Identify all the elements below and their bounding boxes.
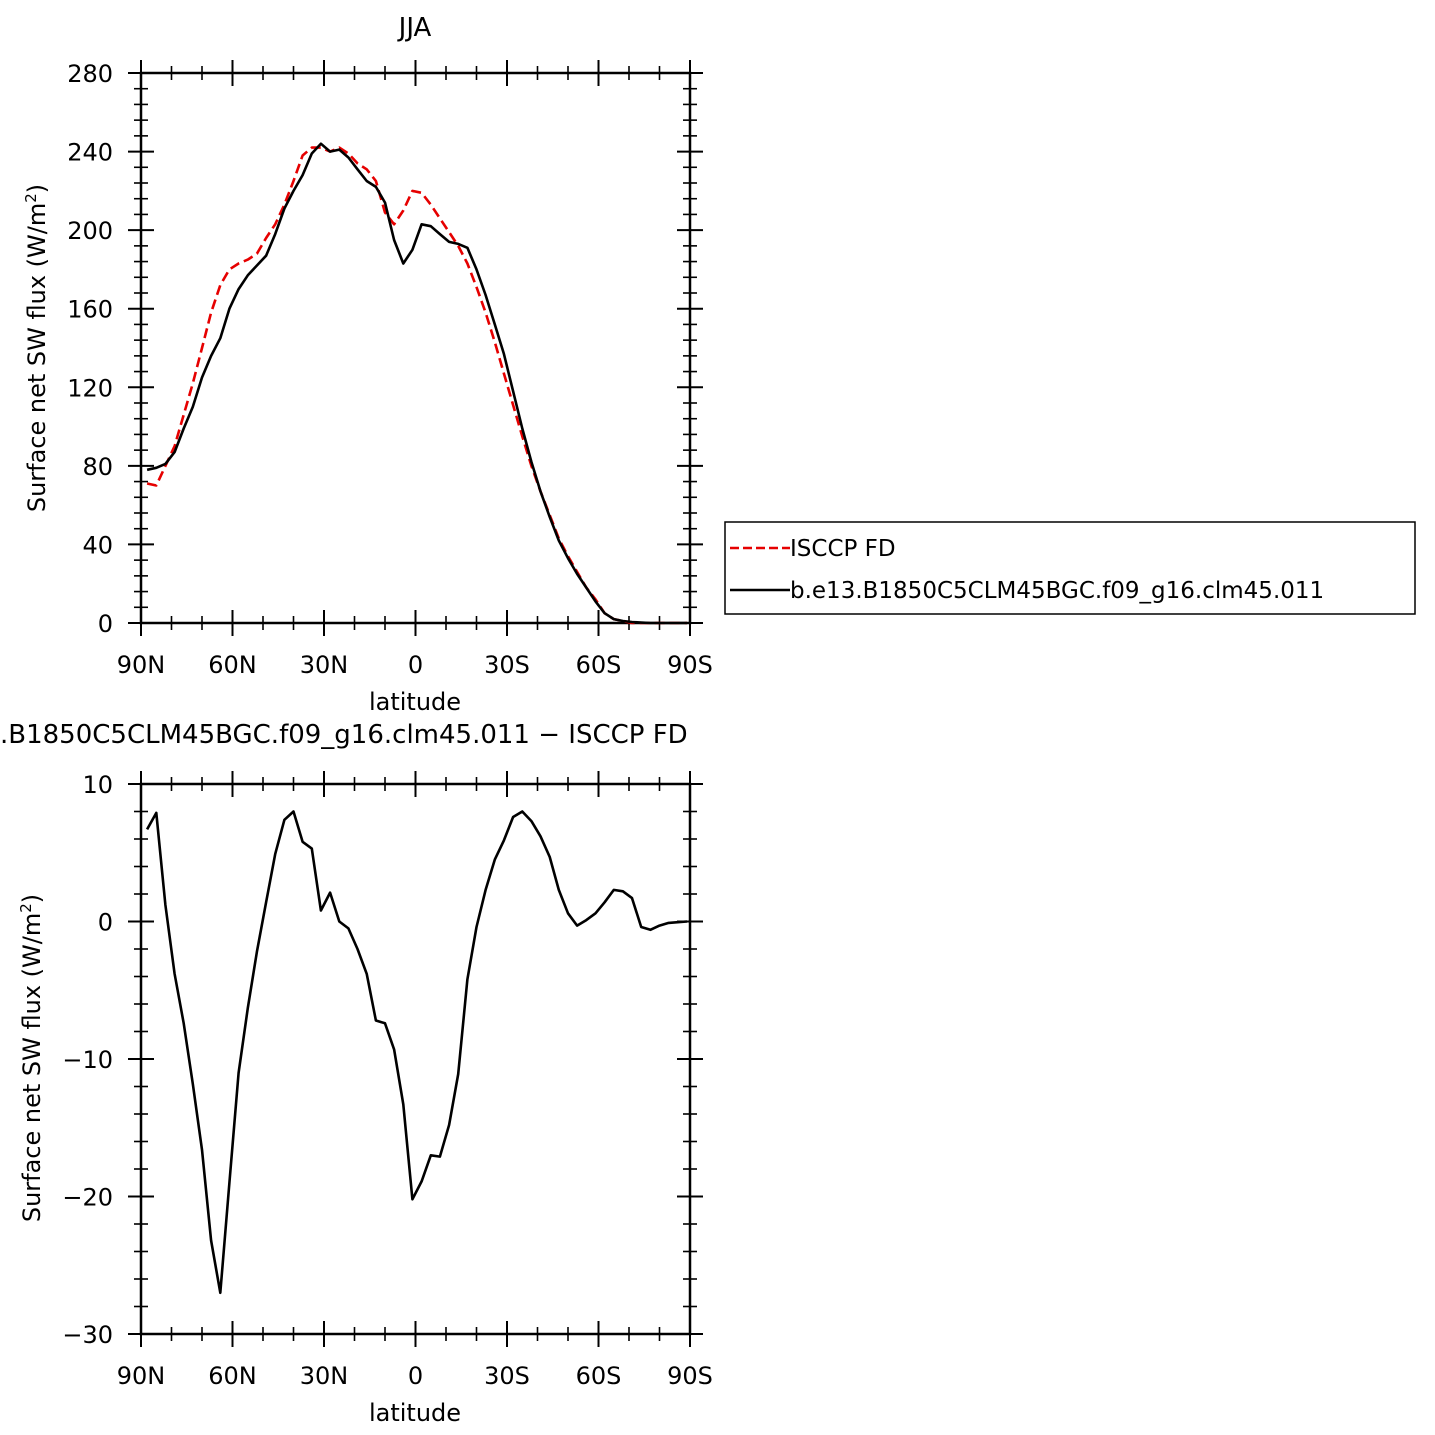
top-y-tick-label: 40 <box>82 531 113 559</box>
legend: ISCCP FD b.e13.B1850C5CLM45BGC.f09_g16.c… <box>724 521 1416 615</box>
bottom-chart-series <box>145 810 688 1295</box>
top-y-tick-label: 120 <box>67 374 113 402</box>
top-x-tick-label: 60S <box>576 651 622 679</box>
top-y-tick-label: 200 <box>67 217 113 245</box>
legend-label-isccp-fd: ISCCP FD <box>790 536 896 562</box>
top-plot-frame <box>139 71 692 625</box>
top-line-chart: JJA 90N 60N 30N 0 30S 60S 90S 0 40 80 120 160 200 240… <box>22 13 713 716</box>
top-x-tick-label: 60N <box>208 651 257 679</box>
legend-label-model: b.e13.B1850C5CLM45BGC.f09_g16.clm45.011 <box>790 578 1324 604</box>
top-chart-axes: 90N 60N 30N 0 30S 60S 90S 0 40 80 120 160 200 240 280 <box>67 60 713 679</box>
top-chart-series <box>146 142 687 625</box>
top-x-tick-label: 30N <box>300 651 349 679</box>
top-chart-xlabel: latitude <box>369 688 461 716</box>
bottom-line-chart: .B1850C5CLM45BGC.f09_g16.clm45.011 − ISC… <box>0 720 713 1427</box>
bottom-chart-ylabel: Surface net SW flux (W/m2) <box>17 894 46 1222</box>
top-y-tick-label: 0 <box>98 610 113 638</box>
top-y-tick-label: 240 <box>67 139 113 167</box>
bottom-x-tick-label: 30S <box>484 1362 530 1390</box>
top-y-tick-label: 280 <box>67 60 113 88</box>
top-y-tick-label: 160 <box>67 296 113 324</box>
top-x-tick-label: 30S <box>484 651 530 679</box>
top-x-tick-label: 0 <box>408 651 423 679</box>
top-x-tick-label: 90S <box>667 651 713 679</box>
top-series-line-1 <box>146 142 687 625</box>
bottom-y-tick-label: 0 <box>98 909 113 937</box>
bottom-chart-title: .B1850C5CLM45BGC.f09_g16.clm45.011 − ISC… <box>0 720 688 750</box>
bottom-chart-axes: 90N 60N 30N 0 30S 60S 90S −30 −20 −10 0 10 <box>62 771 713 1390</box>
bottom-chart-xlabel: latitude <box>369 1399 461 1427</box>
top-chart-title: JJA <box>397 13 432 43</box>
bottom-series-line-0 <box>145 810 688 1295</box>
top-x-tick-label: 90N <box>117 651 166 679</box>
bottom-x-tick-label: 30N <box>300 1362 349 1390</box>
bottom-x-tick-label: 0 <box>408 1362 423 1390</box>
legend-box <box>724 521 1416 615</box>
bottom-y-tick-label: 10 <box>82 771 113 799</box>
bottom-x-tick-label: 90N <box>117 1362 166 1390</box>
bottom-y-tick-label: −10 <box>62 1046 113 1074</box>
bottom-x-tick-label: 60S <box>576 1362 622 1390</box>
top-chart-ylabel: Surface net SW flux (W/m2) <box>22 184 51 512</box>
bottom-x-tick-label: 60N <box>208 1362 257 1390</box>
bottom-y-tick-label: −20 <box>62 1184 113 1212</box>
bottom-x-tick-label: 90S <box>667 1362 713 1390</box>
bottom-y-tick-label: −30 <box>62 1321 113 1349</box>
top-y-tick-label: 80 <box>82 453 113 481</box>
top-series-line-0 <box>146 146 687 625</box>
